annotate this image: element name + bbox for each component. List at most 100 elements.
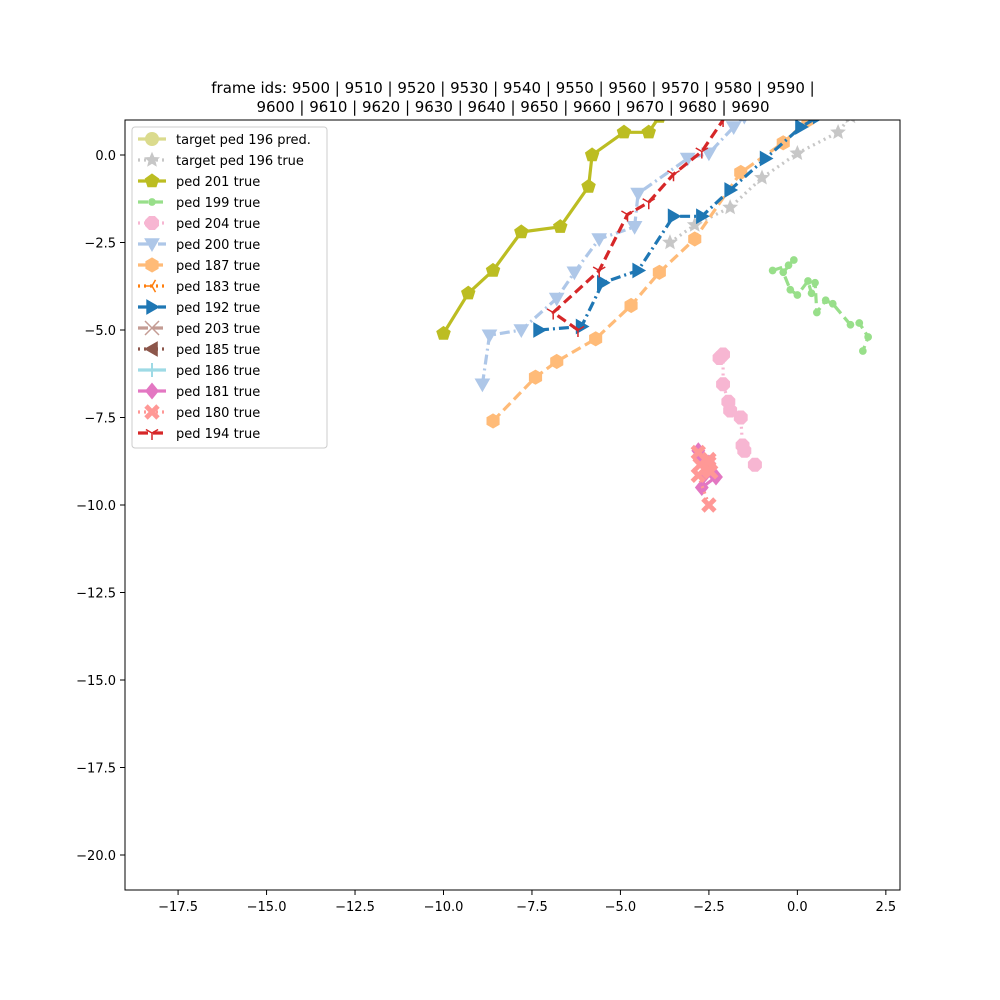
legend-item: ped 199 true xyxy=(138,196,260,211)
title-line-1: frame ids: 9500 | 9510 | 9520 | 9530 | 9… xyxy=(211,79,814,97)
x-tick-label: 2.5 xyxy=(876,900,897,915)
legend-item: ped 183 true xyxy=(138,279,260,295)
legend-item: ped 181 true xyxy=(138,382,260,400)
title-line-2: 9600 | 9610 | 9620 | 9630 | 9640 | 9650 … xyxy=(256,98,769,116)
data-point xyxy=(686,216,703,232)
data-point xyxy=(662,234,678,250)
data-point xyxy=(436,325,451,340)
plot-data xyxy=(436,120,873,513)
legend-item: ped 192 true xyxy=(138,299,260,316)
data-point xyxy=(786,285,795,294)
data-point xyxy=(734,164,748,181)
legend-label: ped 185 true xyxy=(176,343,260,358)
data-point xyxy=(812,120,821,125)
legend-label: ped 192 true xyxy=(176,301,260,316)
data-point xyxy=(721,120,725,127)
data-point xyxy=(804,277,812,285)
legend-label: ped 186 true xyxy=(176,364,260,379)
data-point xyxy=(821,296,830,305)
data-point xyxy=(652,264,666,280)
legend-item: ped 194 true xyxy=(138,427,260,442)
legend-item: ped 180 true xyxy=(138,404,260,421)
data-point xyxy=(830,124,846,139)
data-point xyxy=(793,291,802,299)
data-point xyxy=(784,261,793,270)
series-13 xyxy=(690,444,719,513)
data-point xyxy=(733,410,748,425)
axes: −17.5 −15.0 −12.5 −10.0 −7.5 −5.0 −2.5 0.0 2.5 0.… xyxy=(76,149,896,915)
x-tick-label: −7.5 xyxy=(516,900,548,915)
data-point xyxy=(624,297,638,314)
series-line-8 xyxy=(538,120,816,332)
data-point xyxy=(737,443,752,458)
legend-marker xyxy=(144,151,160,167)
data-point xyxy=(768,266,777,275)
data-point xyxy=(716,377,730,392)
y-tick-label: −10.0 xyxy=(76,499,116,514)
data-point xyxy=(616,124,632,139)
data-point xyxy=(513,324,530,339)
legend-label: target ped 196 true xyxy=(176,154,304,169)
legend-item: ped 187 true xyxy=(138,257,260,274)
series-line-14 xyxy=(551,120,725,332)
data-point xyxy=(701,497,717,513)
x-tick-label: −15.0 xyxy=(247,900,287,915)
legend-marker xyxy=(145,382,159,400)
legend-marker xyxy=(146,299,161,315)
x-tick-label: −12.5 xyxy=(335,900,375,915)
series-5 xyxy=(474,120,747,393)
data-point xyxy=(667,208,682,225)
data-point xyxy=(725,121,742,136)
legend-item: target ped 196 true xyxy=(138,151,304,169)
data-point xyxy=(828,299,837,308)
legend-item: target ped 196 pred. xyxy=(138,132,311,148)
legend-marker xyxy=(145,216,159,230)
legend-marker xyxy=(144,404,160,420)
legend: target ped 196 pred. target ped 196 true p… xyxy=(131,126,328,449)
x-tick-label: −2.5 xyxy=(693,900,725,915)
data-point xyxy=(696,208,710,225)
data-point xyxy=(864,333,873,341)
legend-label: ped 199 true xyxy=(176,196,260,211)
legend-item: ped 186 true xyxy=(138,363,260,379)
data-point xyxy=(591,233,608,248)
legend-marker xyxy=(145,363,159,377)
legend-marker xyxy=(145,428,159,440)
legend-label: ped 194 true xyxy=(176,427,260,442)
data-point xyxy=(807,289,816,298)
data-point xyxy=(795,120,809,135)
data-point xyxy=(533,322,548,338)
data-point xyxy=(461,285,476,300)
series-2 xyxy=(436,120,665,340)
data-point xyxy=(811,278,819,287)
data-point xyxy=(630,187,646,202)
data-point xyxy=(632,262,647,279)
data-point xyxy=(845,120,856,124)
y-tick-label: −20.0 xyxy=(76,849,116,864)
legend-item: ped 203 true xyxy=(138,320,260,337)
legend-label: ped 201 true xyxy=(176,175,260,190)
y-tick-label: −2.5 xyxy=(84,237,116,252)
data-point xyxy=(553,219,568,233)
legend-label: ped 180 true xyxy=(176,406,260,421)
legend-label: target ped 196 pred. xyxy=(176,133,311,148)
data-point xyxy=(855,319,864,327)
legend-marker xyxy=(144,173,160,188)
series-14 xyxy=(546,120,725,337)
data-point xyxy=(641,124,656,139)
data-point xyxy=(514,224,529,239)
data-point xyxy=(589,331,603,347)
data-point xyxy=(716,347,730,362)
data-point xyxy=(581,178,596,193)
legend-marker xyxy=(143,341,158,357)
data-point xyxy=(722,199,739,215)
y-tick-label: −5.0 xyxy=(84,324,116,339)
data-point xyxy=(548,292,565,307)
data-point xyxy=(642,198,656,210)
legend-marker xyxy=(145,257,159,273)
legend-label: ped 200 true xyxy=(176,238,260,253)
data-point xyxy=(584,147,600,162)
legend-label: ped 204 true xyxy=(176,217,260,232)
x-tick-label: 0.0 xyxy=(787,900,808,915)
